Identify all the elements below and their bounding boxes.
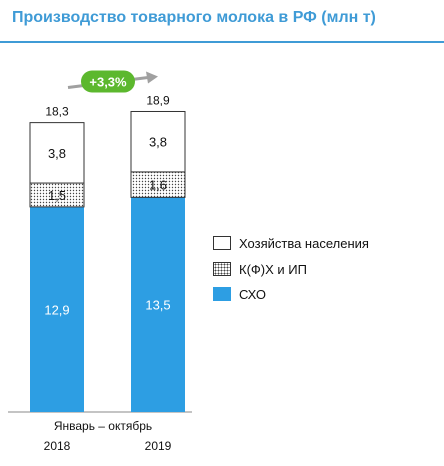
bar-segment-cxo — [131, 197, 185, 412]
growth-badge — [81, 70, 135, 93]
total-label: 18,9 — [146, 93, 170, 107]
title-divider — [0, 41, 444, 43]
x-axis-label: Январь – октябрь — [54, 419, 152, 433]
legend-label: СХО — [239, 286, 267, 302]
legend-item-households: Хозяйства населения — [213, 234, 369, 252]
data-label: 3,8 — [48, 146, 66, 161]
legend-swatch — [213, 236, 231, 250]
data-label: 3,8 — [149, 135, 167, 150]
legend-label: К(Ф)Х и ИП — [239, 261, 307, 277]
bars-group: 12,9 1,5 3,8 18,3 13,5 1,6 3,8 18,9 — [29, 93, 186, 412]
legend-label: Хозяйства населения — [239, 235, 369, 251]
data-label: 12,9 — [44, 302, 69, 317]
x-tick-label: 2019 — [145, 439, 172, 453]
legend-swatch — [213, 287, 231, 301]
growth-arrow-head — [146, 71, 158, 84]
legend-item-cxo: СХО — [213, 285, 266, 303]
growth-label: +3,3% — [89, 74, 127, 89]
chart-title: Производство товарного молока в РФ (млн … — [12, 9, 376, 26]
legend-item-farms: К(Ф)Х и ИП — [213, 260, 307, 278]
data-label: 1,5 — [48, 188, 66, 203]
bar-segment-households — [29, 122, 85, 184]
total-label: 18,3 — [45, 105, 69, 119]
x-tick-label: 2018 — [44, 439, 71, 453]
legend-swatch — [213, 262, 231, 276]
growth-indicator: +3,3% — [67, 70, 158, 93]
data-label: 13,5 — [145, 298, 170, 313]
data-label: 1,6 — [149, 178, 167, 193]
bar-segment-households — [130, 110, 186, 173]
bar-segment-cxo — [30, 206, 84, 412]
